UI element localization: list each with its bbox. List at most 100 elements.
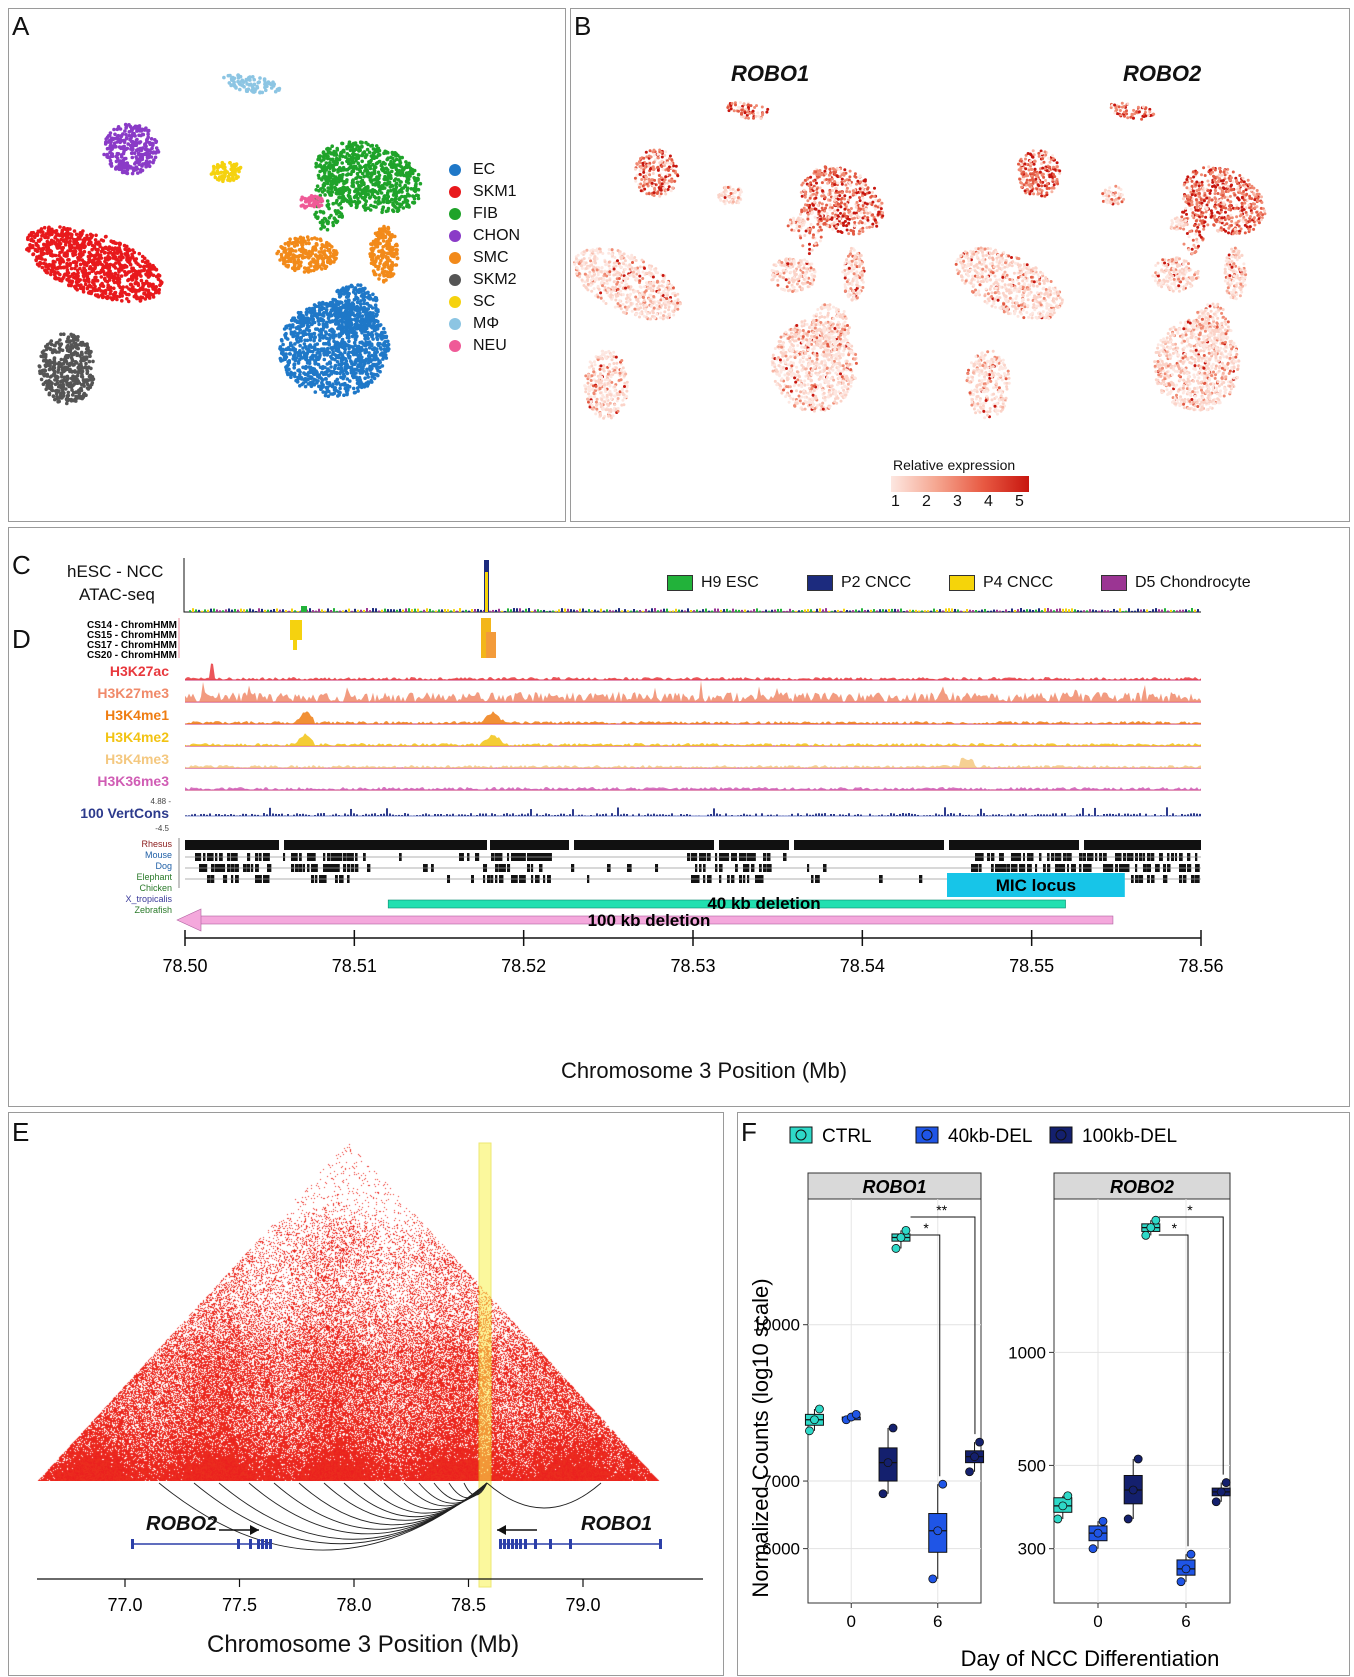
cell-point [403,183,408,188]
cell-point [360,140,364,145]
cell-point [371,357,376,362]
cell-point [355,309,359,313]
cell-point [291,372,295,376]
cell-point [326,242,331,247]
cell-point [367,160,371,164]
cell-point [321,175,325,180]
cell-point [347,325,352,330]
cell-point [305,235,310,239]
cell-point [322,263,327,268]
cell-point [68,274,72,279]
expr-point [846,343,850,346]
cell-point [382,326,386,331]
cell-point [355,205,359,209]
cell-point [308,368,313,372]
cell-point [122,243,127,248]
cell-point [110,147,114,151]
expr-point [799,390,803,394]
cell-point [264,82,268,87]
cell-point [62,332,66,337]
expr-point [807,354,811,358]
cell-point [75,353,79,358]
cell-point [381,343,385,347]
legend-label: SC [473,293,496,310]
cell-point [301,350,306,354]
cell-point [390,264,395,268]
cell-point [304,312,309,317]
cell-point [374,264,378,268]
cell-point [228,161,232,165]
cell-point [289,256,294,261]
cell-point [406,181,411,185]
expr-point [854,361,858,365]
cluster-skm2-8 [37,332,96,406]
cell-point [36,229,40,234]
cell-point [146,284,151,288]
cell-point [369,324,373,329]
cell-point [321,328,325,332]
cell-point [302,255,307,260]
cell-point [306,347,311,352]
cell-point [350,301,355,305]
cell-point [325,347,330,352]
cell-point [104,295,109,300]
expr-point [773,347,777,350]
cell-point [356,389,360,393]
cell-point [33,235,37,239]
cell-point [130,171,135,176]
cell-point [313,265,317,269]
cell-point [377,148,382,153]
cell-point [289,247,294,251]
legend-item-ec: EC [449,161,495,179]
legend-item-fib: FIB [449,205,498,223]
cell-point [99,238,104,242]
expr-point [823,359,826,363]
cell-point [307,360,311,365]
cell-point [347,153,352,158]
cell-point [329,260,334,265]
cell-point [66,271,71,275]
cell-point [372,321,376,326]
legend-label: NEU [473,337,507,354]
cell-point [334,388,339,393]
cell-point [340,337,345,342]
expr-point [802,355,806,359]
cell-point [353,199,357,204]
cell-point [371,162,375,167]
cluster-smc-6 [275,235,339,274]
cell-point [391,209,396,214]
cell-point [284,365,288,370]
cell-point [304,266,308,271]
cell-point [134,280,138,284]
cell-point [375,323,380,328]
expr-point [791,335,794,339]
cell-point [228,178,232,183]
cell-point [56,370,60,374]
expr-point [788,335,792,339]
cell-point [333,298,338,302]
cell-point [347,157,351,162]
cell-point [364,166,368,171]
cell-point [81,229,85,233]
cell-point [61,276,65,281]
cell-point [383,235,388,240]
cell-point [314,242,319,246]
cell-point [61,380,65,384]
cell-point [288,327,293,331]
cell-point [296,325,301,329]
cell-point [338,318,343,323]
expr-point [797,374,801,378]
cell-point [129,282,133,287]
legend-swatch [449,340,461,352]
cell-point [117,294,122,299]
cell-point [394,154,398,158]
cell-point [325,362,330,366]
cell-point [364,382,368,386]
cell-point [323,193,327,197]
cell-point [388,245,393,249]
cell-point [335,340,339,345]
cell-point [318,335,322,340]
cell-point [355,187,360,191]
cell-point [357,154,361,158]
cell-point [349,370,354,375]
